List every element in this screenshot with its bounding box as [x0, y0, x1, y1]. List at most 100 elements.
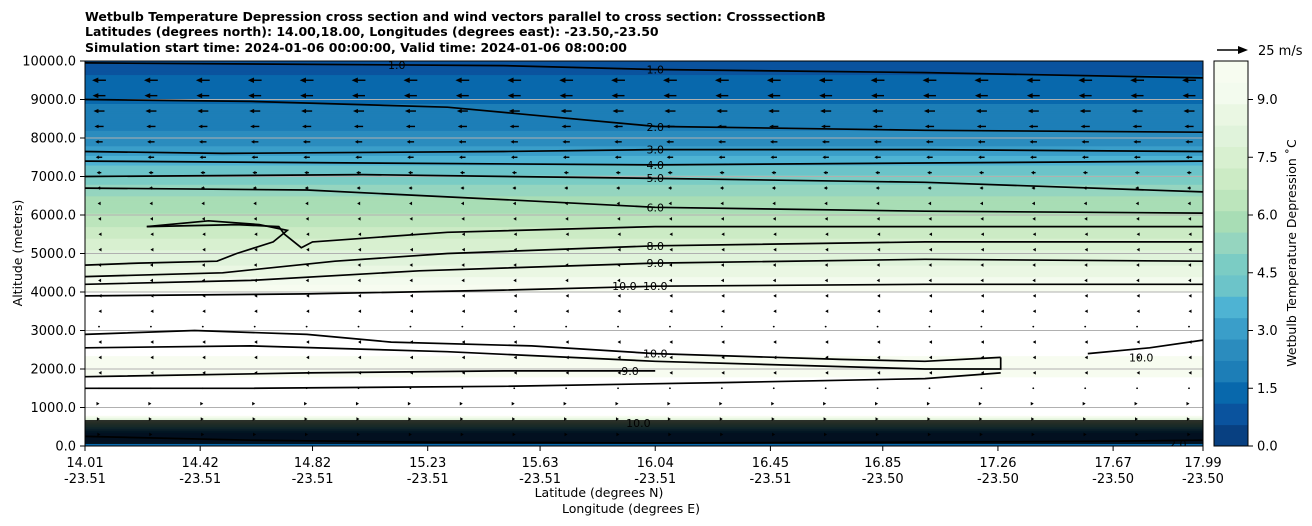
- wind-vector-head: [1084, 294, 1088, 298]
- wind-vector-head: [460, 417, 464, 421]
- wind-vector: [1084, 309, 1088, 314]
- wind-vector-head: [1027, 108, 1033, 114]
- wind-vector: [563, 401, 567, 406]
- y-axis-label: Altitude (meters): [10, 200, 25, 307]
- wind-vector: [1032, 294, 1036, 298]
- wind-vector-head: [409, 371, 413, 375]
- wind-vector-head: [667, 417, 671, 421]
- wind-vector-head: [767, 93, 774, 99]
- y-tick-label: 1000.0: [31, 401, 77, 416]
- wind-reference-key: 25 m/s: [1217, 44, 1303, 59]
- wind-vector-head: [254, 247, 258, 252]
- wind-vector: [617, 387, 619, 390]
- contour-label: 6.0: [646, 201, 664, 214]
- wind-vector: [461, 325, 464, 328]
- wind-vector: [615, 417, 619, 421]
- wind-vector: [979, 432, 983, 437]
- wind-vector-head: [1032, 340, 1036, 344]
- field-band: [85, 64, 1203, 68]
- wind-vector-head: [302, 140, 307, 144]
- colorbar-tick-label: 4.5: [1257, 266, 1278, 281]
- wind-vector-head: [669, 371, 673, 375]
- wind-vector: [201, 217, 205, 221]
- wind-vector-head: [979, 170, 983, 175]
- field-band: [85, 82, 1203, 85]
- wind-vector-head: [876, 217, 880, 221]
- field-band: [85, 384, 1203, 387]
- field-band: [85, 105, 1203, 108]
- wind-vector: [460, 201, 464, 206]
- wind-vector-head: [98, 232, 102, 237]
- wind-vector-head: [825, 309, 829, 314]
- x-tick-label-lat: 15.23: [409, 456, 446, 471]
- contour-label: 1.0: [646, 63, 664, 76]
- wind-vector: [825, 247, 829, 252]
- contour-labels: 1.0 1.0 2.0 3.0 4.05.0 6.0 8.0 9.0 10.0 10.0 10.0 9…: [388, 61, 1186, 446]
- wind-vector-head: [668, 201, 672, 206]
- wind-vector: [563, 170, 569, 175]
- wind-vector: [773, 232, 777, 237]
- wind-vector: [721, 232, 725, 237]
- wind-vector: [1026, 93, 1040, 99]
- wind-vector: [202, 355, 206, 360]
- wind-vector-head: [305, 201, 309, 206]
- wind-vector: [358, 294, 362, 298]
- y-tick-label: 10000.0: [22, 55, 76, 70]
- field-band: [85, 114, 1203, 118]
- contour-line-5-0: [85, 173, 1203, 193]
- wind-vector: [98, 232, 102, 237]
- wind-vector: [512, 201, 516, 206]
- y-tick-label: 5000.0: [31, 247, 77, 262]
- colorbar-label: Wetbulb Temperature Depression ˚C: [1284, 139, 1299, 367]
- wind-vector-head: [615, 170, 619, 175]
- field-band: [85, 372, 1203, 376]
- wind-vector: [358, 309, 362, 314]
- wind-vector-head: [565, 294, 569, 298]
- wind-vector: [201, 201, 205, 206]
- wind-vector-head: [977, 140, 982, 144]
- wind-vector-head: [927, 170, 931, 175]
- wind-vector-head: [565, 232, 569, 237]
- wind-vector-head: [1083, 432, 1087, 437]
- wind-vector-head: [511, 401, 515, 406]
- wind-vector-head: [97, 186, 101, 190]
- wind-vector-head: [876, 201, 880, 206]
- wind-vector: [458, 140, 467, 144]
- wind-vector: [460, 417, 464, 421]
- wind-vector-head: [98, 309, 102, 314]
- wind-vector-head: [929, 371, 933, 375]
- wind-vector: [824, 263, 828, 267]
- wind-vector: [1132, 124, 1142, 129]
- field-band: [85, 130, 1203, 133]
- wind-vector: [409, 232, 413, 237]
- wind-vector-head: [513, 355, 517, 360]
- wind-vector: [1186, 170, 1192, 175]
- wind-vector: [718, 155, 726, 160]
- wind-vector: [824, 432, 828, 437]
- wind-vector: [617, 263, 621, 267]
- wind-vector: [669, 232, 673, 237]
- wind-vector: [201, 325, 204, 328]
- wind-vector: [565, 340, 569, 344]
- wind-vector-head: [251, 155, 255, 160]
- wind-vector-head: [669, 263, 673, 267]
- contour-line-10-0: [85, 283, 1203, 297]
- field-band: [85, 74, 1203, 77]
- wind-vector: [460, 170, 465, 175]
- wind-vector-head: [717, 124, 722, 129]
- field-band: [85, 159, 1203, 162]
- x-axis-label-longitude: Longitude (degrees E): [562, 501, 700, 516]
- wind-vector: [824, 387, 827, 390]
- wind-vector: [928, 263, 932, 267]
- wind-vector-head: [978, 401, 982, 406]
- wind-vector-head: [565, 278, 569, 283]
- wind-vector: [305, 263, 309, 267]
- field-band: [85, 284, 1203, 287]
- wind-vector: [560, 108, 572, 114]
- wind-vector-head: [617, 340, 621, 344]
- field-band: [85, 309, 1203, 312]
- field-band: [85, 89, 1203, 93]
- wind-vector-head: [721, 247, 725, 252]
- wind-vector: [929, 340, 933, 344]
- wind-vector-head: [980, 201, 984, 206]
